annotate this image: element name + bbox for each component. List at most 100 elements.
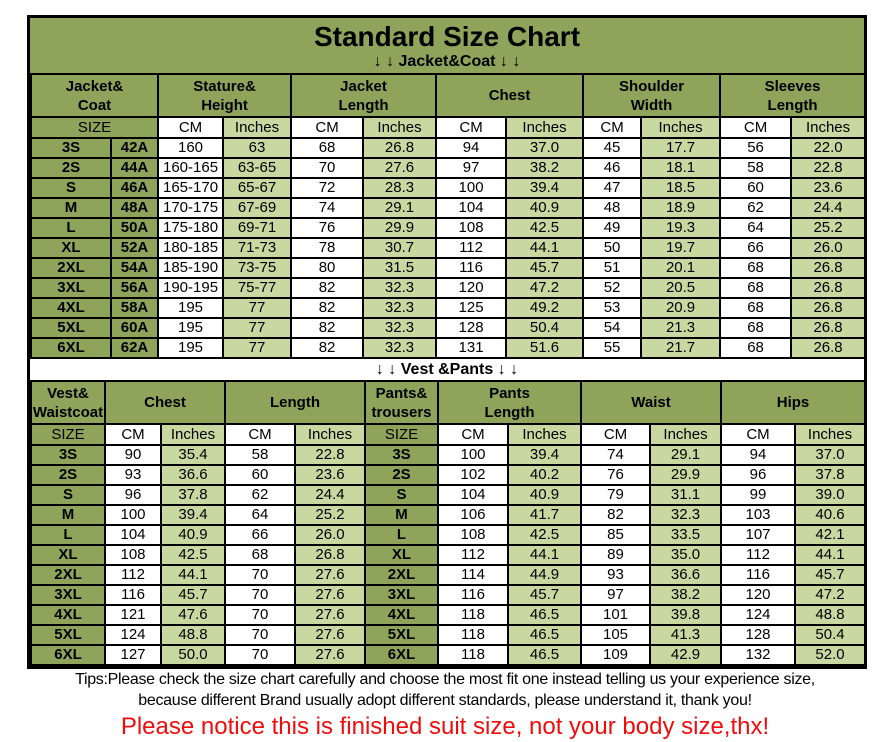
inches-value-cell: 42.1	[794, 524, 867, 546]
size-cell: 5XL	[30, 624, 106, 646]
inches-value-cell: 50.0	[160, 644, 226, 666]
inches-value-cell: 41.3	[648, 624, 723, 646]
inches-value-cell: 44.1	[794, 544, 867, 566]
cm-value-cell: 101	[580, 604, 651, 626]
inches-value-cell: 25.2	[790, 217, 867, 239]
table-row: 3S 90 35.4 58 22.8 3S 100 39.4 74 29.1 94 37.0	[30, 444, 867, 466]
jacket-coat-section-label: ↓ ↓ Jacket&Coat ↓ ↓	[373, 53, 521, 70]
cm-value-cell: 74	[290, 197, 365, 219]
table-row: 2S 44A 160-165 63-65 70 27.6 97 38.2 46 18.1 58 22.…	[30, 157, 867, 179]
cm-value-cell: 64	[224, 504, 296, 526]
inches-value-cell: 51.6	[505, 337, 585, 359]
cm-value-cell: 175-180	[157, 217, 225, 239]
table-row: 4XL 121 47.6 70 27.6 4XL 118 46.5 101 39.8 124 48.8	[30, 604, 867, 626]
unit-header-cell: Inches	[507, 423, 582, 446]
cm-value-cell: 68	[224, 544, 296, 566]
inches-value-cell: 39.8	[648, 604, 723, 626]
cm-value-cell: 60	[224, 464, 296, 486]
cm-value-cell: 50	[582, 237, 643, 259]
inches-value-cell: 36.6	[160, 464, 226, 486]
cm-value-cell: 127	[104, 644, 162, 666]
size-cell: XL	[364, 544, 439, 566]
cm-value-cell: 102	[437, 464, 509, 486]
inches-value-cell: 32.3	[362, 277, 438, 299]
inches-value-cell: 27.6	[294, 624, 366, 646]
cm-value-cell: 72	[290, 177, 365, 199]
inches-value-cell: 19.3	[640, 217, 722, 239]
cm-value-cell: 53	[582, 297, 643, 319]
cm-value-cell: 68	[719, 277, 793, 299]
size-cell: L	[30, 217, 112, 239]
cm-value-cell: 82	[290, 277, 365, 299]
inches-value-cell: 20.1	[640, 257, 722, 279]
cm-value-cell: 165-170	[157, 177, 225, 199]
size-cell: 2XL	[364, 564, 439, 586]
cm-value-cell: 104	[104, 524, 162, 546]
cm-value-cell: 112	[104, 564, 162, 586]
vest-pants-size-table: Vest& Waistcoat Chest Length Pants& trouser…	[30, 380, 867, 666]
cm-value-cell: 105	[580, 624, 651, 646]
unit-header-cell: Inches	[505, 116, 585, 139]
inches-value-cell: 45.7	[794, 564, 867, 586]
size-cell: 3S	[364, 444, 439, 466]
cm-value-cell: 96	[104, 484, 162, 506]
inches-value-cell: 67-69	[222, 197, 293, 219]
cm-value-cell: 68	[719, 337, 793, 359]
size-cell: 3S	[30, 444, 106, 466]
size-cell: 2XL	[30, 564, 106, 586]
inches-value-cell: 20.9	[640, 297, 722, 319]
column-group-header-row: Jacket& Coat Stature& Height Jacket Length…	[29, 73, 867, 118]
cm-value-cell: 104	[437, 484, 509, 506]
table-row: 4XL 58A 195 77 82 32.3 125 49.2 53 20.9 68 26.8	[30, 297, 867, 319]
inches-value-cell: 23.6	[790, 177, 867, 199]
inches-value-cell: 77	[222, 297, 293, 319]
table-row: L 50A 175-180 69-71 76 29.9 108 42.5 49 19.3 64 25.…	[30, 217, 867, 239]
cm-value-cell: 100	[437, 444, 509, 466]
inches-value-cell: 63-65	[222, 157, 293, 179]
inches-value-cell: 47.2	[794, 584, 867, 606]
size-cell: M	[364, 504, 439, 526]
cm-value-cell: 94	[720, 444, 797, 466]
inches-value-cell: 39.4	[507, 444, 582, 466]
unit-header-cell: Inches	[160, 423, 226, 446]
size-cell: XL	[30, 544, 106, 566]
cm-value-cell: 68	[719, 297, 793, 319]
cm-value-cell: 93	[580, 564, 651, 586]
cm-value-cell: 108	[435, 217, 508, 239]
inches-value-cell: 27.6	[294, 564, 366, 586]
column-group-header: Stature& Height	[157, 73, 293, 118]
inches-value-cell: 26.8	[362, 137, 438, 159]
cm-value-cell: 68	[719, 317, 793, 339]
cm-value-cell: 120	[435, 277, 508, 299]
table-row: 2XL 112 44.1 70 27.6 2XL 114 44.9 93 36.6 116 45.7	[30, 564, 867, 586]
unit-header-cell: SIZE	[29, 116, 160, 139]
size-cell: 4XL	[364, 604, 439, 626]
size-cell: XL	[30, 237, 112, 259]
tips-line-2: because different Brand usually adopt di…	[138, 692, 752, 709]
size-cell: 42A	[109, 137, 160, 159]
inches-value-cell: 27.6	[362, 157, 438, 179]
inches-value-cell: 46.5	[507, 604, 582, 626]
column-group-header: Sleeves Length	[719, 73, 867, 118]
size-cell: 58A	[109, 297, 160, 319]
inches-value-cell: 71-73	[222, 237, 293, 259]
cm-value-cell: 107	[720, 524, 797, 546]
inches-value-cell: 42.5	[160, 544, 226, 566]
cm-value-cell: 82	[580, 504, 651, 526]
inches-value-cell: 29.1	[362, 197, 438, 219]
unit-header-cell: CM	[582, 116, 643, 139]
cm-value-cell: 70	[224, 564, 296, 586]
size-cell: 6XL	[30, 644, 106, 666]
inches-value-cell: 32.3	[648, 504, 723, 526]
cm-value-cell: 118	[437, 644, 509, 666]
table-row: M 100 39.4 64 25.2 M 106 41.7 82 32.3 103 40.6	[30, 504, 867, 526]
inches-value-cell: 69-71	[222, 217, 293, 239]
unit-header-cell: Inches	[640, 116, 722, 139]
cm-value-cell: 76	[290, 217, 365, 239]
size-cell: M	[30, 197, 112, 219]
cm-value-cell: 79	[580, 484, 651, 506]
inches-value-cell: 44.9	[507, 564, 582, 586]
column-group-header: Jacket Length	[290, 73, 438, 118]
size-cell: 6XL	[30, 337, 112, 359]
size-cell: L	[364, 524, 439, 546]
